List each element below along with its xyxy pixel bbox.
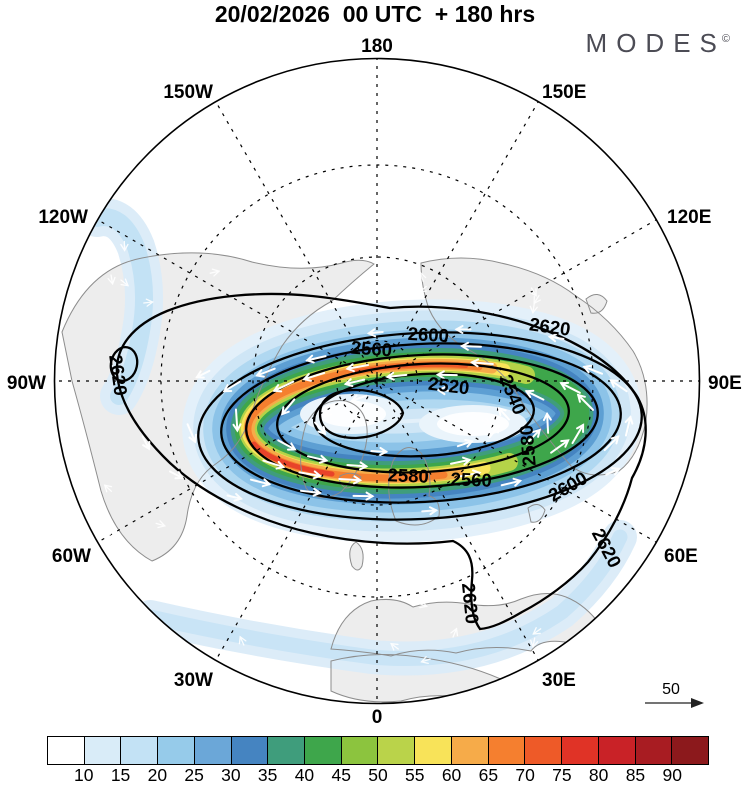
- wind-arrow-icon: [670, 388, 684, 404]
- wind-arrow-icon: [509, 548, 520, 559]
- wind-arrow-icon: [100, 528, 111, 539]
- colorbar-cell: [598, 737, 635, 764]
- lon-label-60e: 60E: [664, 546, 698, 567]
- contour-label: 2580: [387, 464, 429, 486]
- colorbar-tick-label: 85: [626, 765, 645, 786]
- colorbar-cell: [194, 737, 231, 764]
- polar-map: 180 150W 120W 90W 60W 30W 0 30E 60E 90E …: [0, 0, 750, 734]
- colorbar-cell: [267, 737, 304, 764]
- lon-label-90w: 90W: [7, 373, 46, 394]
- lon-label-30w: 30W: [174, 670, 213, 691]
- wind-arrow-icon: [251, 189, 262, 199]
- wind-arrow-icon: [640, 323, 651, 334]
- wind-arrow-icon: [283, 140, 294, 151]
- colorbar-cell: [48, 737, 84, 764]
- colorbar-tick-label: 70: [515, 765, 534, 786]
- contour-label: 2600: [407, 323, 449, 346]
- colorbar-tick-label: 90: [662, 765, 681, 786]
- lon-label-180: 180: [361, 36, 393, 57]
- colorbar-tick-label: 20: [148, 765, 167, 786]
- reference-arrowhead-icon: [691, 698, 704, 708]
- contour-label: 2560: [450, 468, 492, 490]
- lon-label-30e: 30E: [542, 670, 576, 691]
- wind-arrow-icon: [384, 172, 394, 183]
- colorbar-tick-label: 10: [74, 765, 93, 786]
- colorbar-tick-label: 80: [589, 765, 608, 786]
- colorbar-cell: [157, 737, 194, 764]
- wind-arrow-icon: [435, 154, 446, 165]
- wind-arrow-icon: [379, 277, 390, 287]
- colorbar-tick-label: 60: [442, 765, 461, 786]
- colorbar-cell: [341, 737, 378, 764]
- wind-arrow-icon: [210, 176, 221, 187]
- colorbar-tick-label: 25: [184, 765, 203, 786]
- lon-label-60w: 60W: [52, 546, 91, 567]
- colorbar-cell: [451, 737, 488, 764]
- wind-arrow-icon: [196, 203, 206, 214]
- wind-arrow-icon: [652, 436, 667, 451]
- lon-label-120w: 120W: [38, 207, 88, 228]
- map-content: [53, 57, 701, 705]
- wind-arrow-icon: [307, 552, 318, 563]
- colorbar-cell: [635, 737, 672, 764]
- lon-label-150e: 150E: [542, 82, 586, 103]
- colorbar-tick-label: 50: [368, 765, 387, 786]
- wind-arrow-icon: [334, 557, 342, 566]
- wind-arrow-icon: [284, 538, 295, 549]
- wind-arrow-icon: [162, 231, 172, 242]
- colorbar-cell: [488, 737, 525, 764]
- colorbar: [47, 736, 709, 765]
- lon-label-150w: 150W: [163, 82, 213, 103]
- colorbar-cell: [377, 737, 414, 764]
- wind-arrow-icon: [580, 160, 591, 171]
- colorbar-tick-label: 45: [331, 765, 350, 786]
- lon-label-0: 0: [372, 707, 383, 728]
- colorbar-tick-label: 30: [221, 765, 240, 786]
- contour-label: 2560: [350, 337, 393, 361]
- colorbar-cell: [414, 737, 451, 764]
- wind-arrow-icon: [109, 529, 117, 539]
- colorbar-cell: [231, 737, 268, 764]
- reference-vector-value: 50: [662, 681, 680, 698]
- colorbar-tick-label: 75: [552, 765, 571, 786]
- lon-label-90e: 90E: [708, 373, 742, 394]
- colorbar-tick-label: 55: [405, 765, 424, 786]
- wind-arrow-icon: [203, 516, 212, 527]
- colorbar-tick-label: 40: [295, 765, 314, 786]
- colorbar-cell: [561, 737, 598, 764]
- wind-arrow-icon: [262, 611, 271, 619]
- lon-label-120e: 120E: [667, 207, 711, 228]
- contour-label: 2620: [458, 582, 483, 625]
- reference-vector: 50: [645, 681, 704, 708]
- colorbar-tick-label: 65: [479, 765, 498, 786]
- colorbar-tick-label: 15: [111, 765, 130, 786]
- wind-arrow-icon: [295, 609, 303, 619]
- map-container: 180 150W 120W 90W 60W 30W 0 30E 60E 90E …: [0, 0, 750, 739]
- colorbar-tick-label: 35: [258, 765, 277, 786]
- colorbar-cell: [671, 737, 708, 764]
- contour-label: 2580: [515, 424, 540, 467]
- wind-arrow-icon: [317, 597, 327, 606]
- colorbar-cell: [524, 737, 561, 764]
- colorbar-cell: [304, 737, 341, 764]
- wind-arrow-icon: [184, 564, 192, 574]
- colorbar-cell: [84, 737, 121, 764]
- colorbar-cell: [120, 737, 157, 764]
